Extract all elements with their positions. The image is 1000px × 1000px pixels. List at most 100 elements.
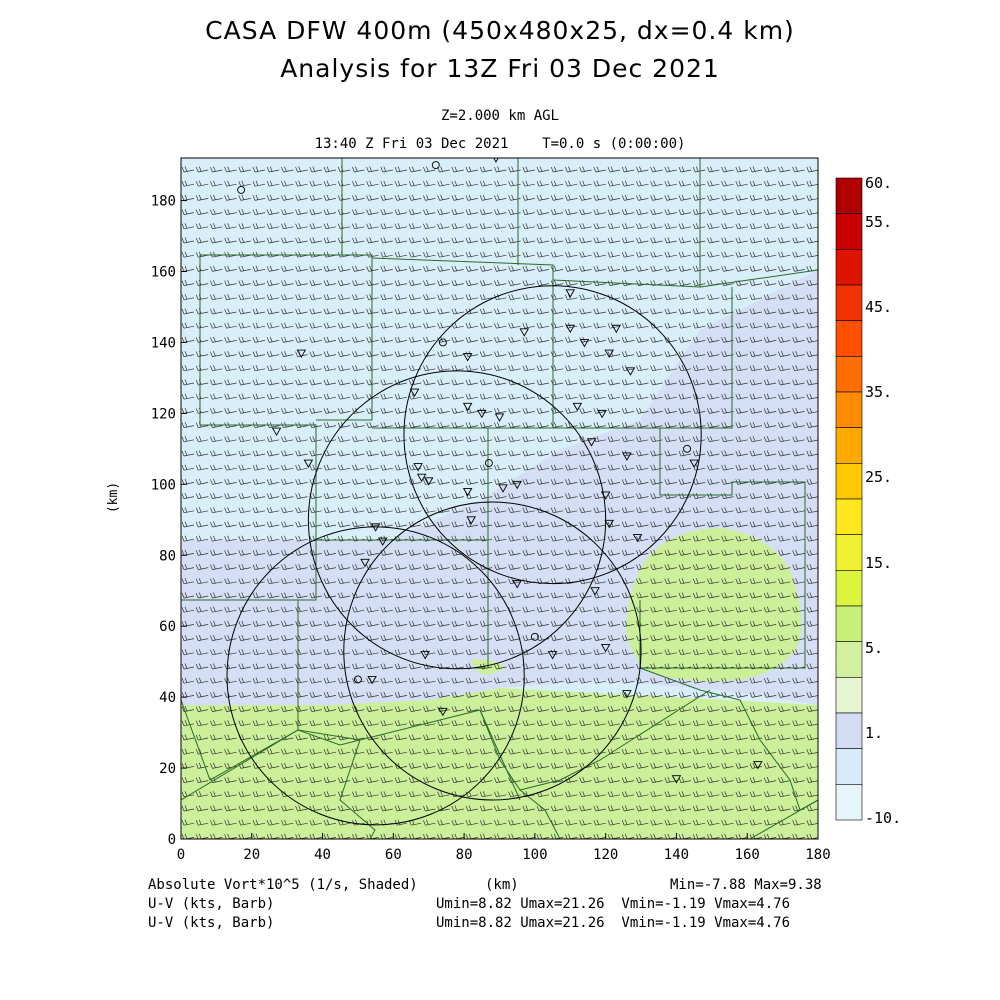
colorbar-swatch	[835, 677, 863, 714]
y-tick-label: 20	[159, 761, 176, 777]
minmax-label: Min=-7.88 Max=9.38	[670, 877, 822, 893]
radar-rings	[226, 285, 702, 826]
county-line-18	[749, 799, 818, 839]
colorbar-swatch	[835, 356, 863, 393]
wind2-stats: Umin=8.82 Umax=21.26 Vmin=-1.19 Vmax=4.7…	[436, 915, 791, 931]
station-triangle-6	[409, 388, 420, 398]
station-triangle-9	[519, 328, 530, 337]
colorbar-swatch	[835, 284, 863, 321]
y-tick-label: 180	[151, 194, 176, 210]
station-triangle-42	[420, 651, 430, 660]
y-tick-label: 60	[159, 619, 176, 635]
wind1-label: U-V (kts, Barb)	[148, 896, 275, 912]
x-tick-label: 180	[805, 847, 830, 863]
station-triangle-5	[303, 459, 314, 468]
colorbar-swatch	[835, 427, 863, 464]
x-tick-label: 80	[456, 847, 473, 863]
radar-ring-1	[343, 501, 642, 801]
station-triangle-35	[632, 534, 643, 543]
x-tick-label: 120	[593, 847, 618, 863]
county-boundaries	[181, 158, 818, 839]
plot-frame	[180, 157, 819, 840]
colorbar-swatch	[835, 748, 863, 785]
station-triangle-14	[604, 349, 614, 358]
county-line-4	[552, 265, 733, 429]
x-tick-label: 0	[177, 847, 185, 863]
colorbar-label: 5.	[865, 639, 883, 657]
station-triangle-38	[360, 558, 370, 568]
station-triangle-44	[600, 644, 611, 653]
station-triangle-39	[512, 580, 522, 589]
colorbar-swatch	[835, 391, 863, 428]
station-markers	[237, 158, 763, 784]
county-line-17	[519, 789, 561, 839]
station-triangle-16	[462, 402, 473, 412]
field-label: Absolute Vort*10^5 (1/s, Shaded)	[148, 877, 418, 893]
y-tick-label: 120	[151, 406, 176, 422]
x-tick-label: 60	[385, 847, 402, 863]
colorbar-swatch	[835, 320, 863, 357]
station-triangle-11	[565, 324, 576, 334]
colorbar-label: 45.	[865, 298, 892, 316]
station-triangle-34	[604, 519, 614, 529]
station-circle-46	[353, 675, 362, 684]
chart-title-line1: CASA DFW 400m (450x480x25, dx=0.4 km)	[205, 16, 795, 45]
wind-barbs	[181, 166, 818, 839]
radar-ring-3	[403, 285, 702, 585]
colorbar-swatch	[835, 213, 863, 250]
colorbar-swatch	[835, 249, 863, 286]
x-tick-label: 100	[522, 847, 547, 863]
y-tick-label: 40	[159, 690, 176, 706]
station-triangle-18	[494, 413, 505, 422]
station-triangle-19	[572, 402, 583, 412]
x-tick-label: 140	[664, 847, 689, 863]
x-tick-label: 20	[243, 847, 260, 863]
station-triangle-33	[466, 516, 476, 525]
station-circle-7	[438, 338, 447, 347]
colorbar-label: 60.	[865, 174, 892, 192]
colorbar-label: 15.	[865, 554, 892, 572]
station-triangle-47	[367, 675, 377, 685]
station-circle-23	[683, 444, 692, 453]
y-tick-label: 160	[151, 265, 176, 281]
station-triangle-26	[416, 473, 427, 483]
barb-grid	[181, 166, 818, 839]
station-triangle-3	[296, 349, 307, 358]
county-line-14	[339, 739, 376, 839]
county-line-12	[181, 699, 299, 781]
station-triangle-17	[477, 409, 487, 419]
colorbar-swatch	[835, 784, 863, 821]
station-triangle-40	[590, 587, 600, 596]
radar-ring-0	[226, 526, 525, 826]
colorbar-label: 35.	[865, 383, 892, 401]
y-axis-label: (km)	[106, 481, 122, 514]
colorbar-swatch	[835, 570, 863, 607]
station-circle-1	[431, 161, 440, 170]
time-subtitle: 13:40 Z Fri 03 Dec 2021 T=0.0 s (0:00:00…	[314, 136, 686, 152]
y-tick-label: 0	[168, 832, 176, 848]
county-line-8	[639, 427, 806, 669]
colorbar-swatch	[835, 463, 863, 500]
county-line-15	[479, 689, 711, 791]
radar-ring-2	[307, 370, 607, 670]
x-tick-label: 160	[735, 847, 760, 863]
station-triangle-15	[625, 367, 636, 376]
station-circle-28	[484, 459, 493, 467]
colorbar-swatch	[835, 534, 863, 571]
y-tick-label: 100	[151, 477, 176, 493]
x-axis: 0 20 40 60 80 100 120 140 160 180	[177, 833, 831, 863]
x-unit-label: (km)	[485, 877, 519, 893]
station-triangle-36	[370, 523, 381, 532]
station-triangle-31	[512, 480, 522, 490]
colorbar: 60. 55. 45. 35. 25. 15. 5. 1. -10.	[835, 174, 901, 827]
level-subtitle: Z=2.000 km AGL	[440, 108, 559, 124]
station-triangle-4	[271, 427, 282, 437]
colorbar-label: 25.	[865, 468, 892, 486]
y-axis: 0 20 40 60 80 100 120 140 160 180	[151, 194, 187, 848]
station-triangle-32	[600, 491, 611, 500]
station-circle-41	[530, 632, 539, 641]
station-triangle-24	[689, 459, 699, 468]
station-triangle-43	[547, 651, 558, 660]
station-triangle-8	[462, 353, 473, 362]
